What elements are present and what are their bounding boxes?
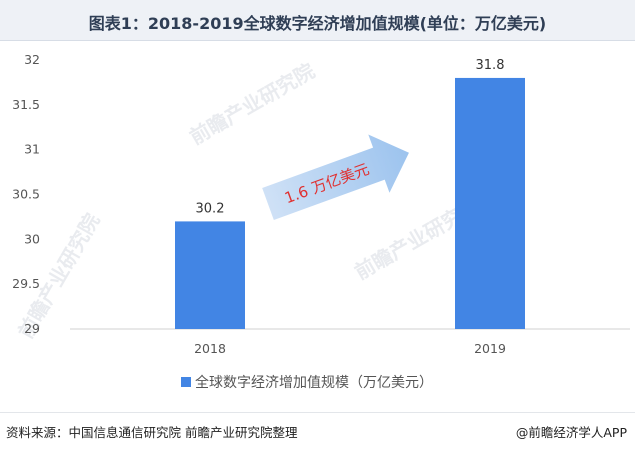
y-axis: 29 29.5 30 30.5 31 31.5 32 [12, 52, 40, 336]
y-tick-label: 29 [24, 321, 40, 336]
x-axis: 2018 2019 [194, 341, 506, 356]
y-tick-label: 31 [24, 142, 40, 157]
y-tick-label: 32 [24, 52, 40, 67]
legend-label: 全球数字经济增加值规模（万亿美元） [195, 374, 433, 391]
bar-2019 [455, 77, 525, 329]
arrow-shape [262, 134, 409, 220]
legend-swatch [181, 377, 191, 387]
source-note: 资料来源：中国信息通信研究院 前瞻产业研究院整理 [6, 425, 298, 440]
x-tick-label: 2018 [194, 341, 226, 356]
chart-svg: 前瞻产业研究院 前瞻产业研究院 前瞻产业研究院 2929.53030.53131… [12, 52, 630, 391]
watermark-text: 前瞻产业研究院 [186, 59, 319, 150]
data-label: 30.2 [196, 201, 225, 216]
legend: 全球数字经济增加值规模（万亿美元） [181, 374, 433, 391]
y-tick-label: 30 [24, 231, 40, 246]
y-tick-label: 31.5 [12, 97, 40, 112]
brand-credit: @前瞻经济学人APP [515, 425, 627, 440]
growth-arrow: 1.6 万亿美元 [262, 134, 409, 220]
footer: 资料来源：中国信息通信研究院 前瞻产业研究院整理 @前瞻经济学人APP [0, 412, 635, 450]
x-tick-label: 2019 [474, 341, 506, 356]
y-tick-label: 29.5 [12, 276, 40, 291]
data-labels-group: 30.2 31.8 [196, 58, 505, 216]
bars-group [175, 77, 525, 329]
y-tick-label: 30.5 [12, 187, 40, 202]
bar-2018 [175, 221, 245, 329]
chart-title: 图表1：2018-2019全球数字经济增加值规模(单位：万亿美元) [88, 14, 547, 33]
title-bar: 图表1：2018-2019全球数字经济增加值规模(单位：万亿美元) [0, 0, 635, 41]
data-label: 31.8 [476, 58, 505, 73]
